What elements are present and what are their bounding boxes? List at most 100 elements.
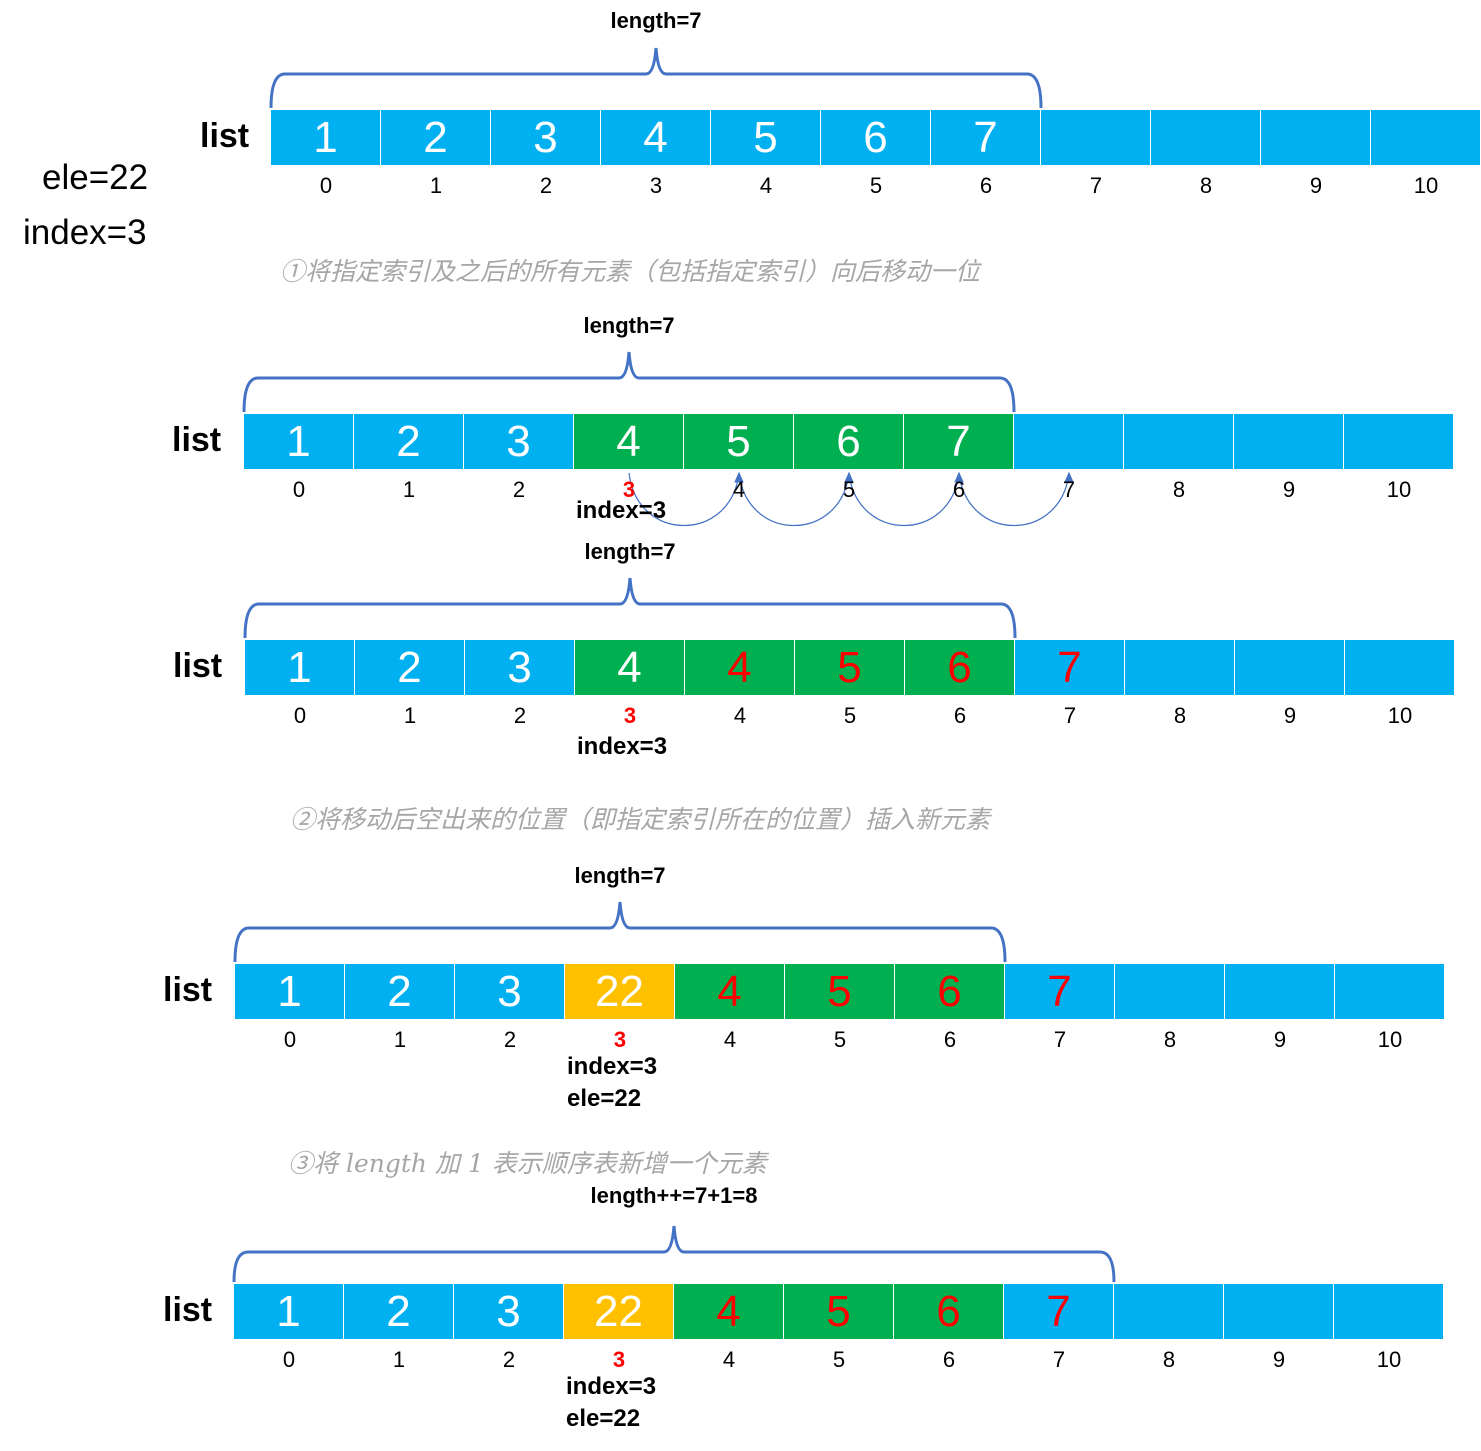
array-cell: 1 xyxy=(271,110,381,165)
index-label: 6 xyxy=(942,1347,956,1372)
index-label: 9 xyxy=(1282,477,1296,502)
array-cell: 2 xyxy=(381,110,491,165)
index-label: 6 xyxy=(943,1027,957,1052)
array-cell: 3 xyxy=(464,414,574,469)
array-cell: 22 xyxy=(564,1284,674,1339)
index-label: 10 xyxy=(1386,477,1412,502)
index-label: 0 xyxy=(282,1347,296,1372)
index-label: 6 xyxy=(953,703,967,728)
array-cell xyxy=(1371,110,1481,165)
index-note: index=3 xyxy=(567,1053,658,1080)
index-label: 3 xyxy=(612,1347,626,1372)
array-cell: 6 xyxy=(905,640,1015,695)
array-cell: 3 xyxy=(454,1284,564,1339)
array-cell: 1 xyxy=(234,1284,344,1339)
index-note: index=3 xyxy=(576,497,667,524)
array-cell: 3 xyxy=(465,640,575,695)
arrowhead-icon xyxy=(1064,471,1074,483)
arrowhead-icon xyxy=(844,471,854,483)
array-cell: 2 xyxy=(355,640,465,695)
index-label: 3 xyxy=(649,173,663,198)
index-label: 1 xyxy=(392,1347,406,1372)
curly-brace-icon xyxy=(232,1225,1116,1283)
index-label: 1 xyxy=(429,173,443,198)
array-cell: 3 xyxy=(455,964,565,1019)
array-cell: 4 xyxy=(675,964,785,1019)
index-label: 0 xyxy=(293,703,307,728)
step-1-description: ①将指定索引及之后的所有元素（包括指定索引）向后移动一位 xyxy=(280,257,981,286)
index-label: 9 xyxy=(1309,173,1323,198)
index-label: 5 xyxy=(842,477,856,502)
array-cell xyxy=(1124,414,1234,469)
index-note: index=3 xyxy=(577,733,668,760)
array-cell xyxy=(1115,964,1225,1019)
ele-value-label: ele=22 xyxy=(42,158,149,197)
index-label: 2 xyxy=(513,703,527,728)
array-cell: 7 xyxy=(1015,640,1125,695)
index-label: 9 xyxy=(1283,703,1297,728)
list-label: list xyxy=(173,647,223,685)
array-cell: 1 xyxy=(244,414,354,469)
array-cell: 2 xyxy=(344,1284,454,1339)
index-label: 0 xyxy=(319,173,333,198)
index-label: 2 xyxy=(512,477,526,502)
list-label: list xyxy=(172,421,222,459)
array-cell xyxy=(1114,1284,1224,1339)
array-cell: 7 xyxy=(931,110,1041,165)
index-label: 8 xyxy=(1172,477,1186,502)
index-label: 4 xyxy=(722,1347,736,1372)
array-cell: 6 xyxy=(821,110,931,165)
index-label: 2 xyxy=(502,1347,516,1372)
array-cell xyxy=(1235,640,1345,695)
index-label: 8 xyxy=(1199,173,1213,198)
index-label: 2 xyxy=(539,173,553,198)
array-cell: 5 xyxy=(784,1284,894,1339)
array-cell xyxy=(1224,1284,1334,1339)
array-cell: 4 xyxy=(574,414,684,469)
array-cell: 5 xyxy=(684,414,794,469)
index-label: 10 xyxy=(1413,173,1439,198)
index-label: 8 xyxy=(1162,1347,1176,1372)
index-label: 4 xyxy=(723,1027,737,1052)
array-cell xyxy=(1344,414,1454,469)
index-label: 8 xyxy=(1173,703,1187,728)
length-label: length=7 xyxy=(574,863,666,888)
index-label: 1 xyxy=(403,703,417,728)
index-label: 7 xyxy=(1062,477,1076,502)
index-label: 0 xyxy=(292,477,306,502)
index-label: 5 xyxy=(833,1027,847,1052)
array-cell: 7 xyxy=(1004,1284,1114,1339)
array-cell xyxy=(1225,964,1335,1019)
length-label: length++=7+1=8 xyxy=(590,1183,758,1208)
index-label: 9 xyxy=(1273,1027,1287,1052)
array-cell xyxy=(1334,1284,1444,1339)
index-label: 10 xyxy=(1376,1347,1402,1372)
index-label: 4 xyxy=(732,477,746,502)
array-cell: 1 xyxy=(235,964,345,1019)
array-cell: 6 xyxy=(794,414,904,469)
curved-arrow-icon xyxy=(628,472,740,527)
array-cell xyxy=(1151,110,1261,165)
index-label: 10 xyxy=(1387,703,1413,728)
index-label: 2 xyxy=(503,1027,517,1052)
index-label: 6 xyxy=(979,173,993,198)
index-label: 4 xyxy=(759,173,773,198)
index-label: 8 xyxy=(1163,1027,1177,1052)
index-label: 3 xyxy=(623,703,637,728)
array-cell: 6 xyxy=(894,1284,1004,1339)
index-label: 3 xyxy=(622,477,636,502)
array-cell: 4 xyxy=(674,1284,784,1339)
array-cell xyxy=(1234,414,1344,469)
ele-note: ele=22 xyxy=(566,1405,641,1432)
length-label: length=7 xyxy=(583,313,675,338)
array-cell: 5 xyxy=(795,640,905,695)
index-note: index=3 xyxy=(566,1373,657,1400)
index-label: 7 xyxy=(1089,173,1103,198)
index-label: 0 xyxy=(283,1027,297,1052)
list-label: list xyxy=(163,971,213,1009)
arrowhead-icon xyxy=(954,471,964,483)
array-cell: 22 xyxy=(565,964,675,1019)
array-cell xyxy=(1261,110,1371,165)
array-cell: 4 xyxy=(685,640,795,695)
